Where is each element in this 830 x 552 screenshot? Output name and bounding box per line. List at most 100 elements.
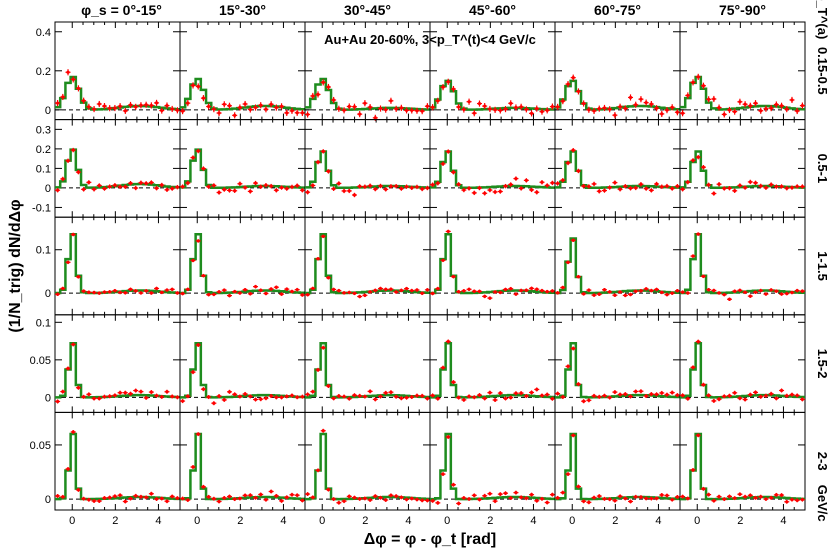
point-marker bbox=[681, 111, 685, 115]
data-point bbox=[60, 286, 66, 291]
point-marker bbox=[259, 288, 263, 292]
data-point bbox=[268, 287, 274, 291]
data-point bbox=[445, 435, 451, 439]
point-marker bbox=[384, 391, 388, 395]
data-point bbox=[737, 98, 743, 105]
point-marker bbox=[347, 494, 351, 499]
point-marker bbox=[175, 291, 179, 295]
point-marker bbox=[264, 107, 268, 111]
data-point bbox=[128, 391, 134, 396]
data-point bbox=[378, 495, 384, 500]
data-point bbox=[91, 396, 97, 401]
data-point bbox=[133, 493, 139, 498]
point-marker bbox=[165, 288, 169, 292]
data-point bbox=[669, 186, 675, 191]
point-marker bbox=[779, 493, 784, 497]
data-point bbox=[617, 187, 623, 192]
data-point bbox=[430, 498, 436, 503]
point-marker bbox=[368, 290, 372, 294]
point-marker bbox=[623, 392, 627, 396]
point-marker bbox=[274, 395, 278, 399]
point-marker bbox=[160, 395, 164, 399]
point-marker bbox=[404, 497, 409, 502]
point-marker bbox=[608, 395, 612, 400]
point-marker bbox=[707, 393, 711, 397]
point-marker bbox=[556, 392, 560, 396]
y-tick-label: 0.4 bbox=[36, 27, 51, 39]
point-marker bbox=[686, 291, 690, 295]
point-marker bbox=[524, 178, 528, 182]
data-point bbox=[456, 501, 462, 506]
data-point bbox=[601, 104, 607, 112]
data-point bbox=[81, 289, 87, 293]
point-marker bbox=[446, 435, 450, 439]
data-point bbox=[154, 286, 160, 291]
data-point bbox=[466, 497, 472, 501]
y-axis-title: (1/N_trig) dN/dΔφ bbox=[7, 199, 24, 332]
data-point bbox=[497, 492, 503, 497]
point-marker bbox=[722, 112, 726, 117]
data-point bbox=[164, 187, 170, 192]
x-tick-label: 2 bbox=[362, 515, 368, 527]
point-marker bbox=[644, 287, 648, 291]
point-marker bbox=[378, 496, 383, 500]
point-marker bbox=[759, 184, 763, 188]
data-point bbox=[721, 111, 727, 118]
data-point bbox=[695, 433, 701, 438]
data-point bbox=[409, 288, 415, 293]
point-marker bbox=[118, 290, 122, 295]
point-marker bbox=[488, 188, 492, 192]
data-point bbox=[534, 387, 540, 392]
data-point bbox=[101, 186, 107, 191]
point-marker bbox=[420, 109, 424, 113]
data-point bbox=[315, 367, 321, 372]
point-marker bbox=[727, 297, 732, 301]
data-point bbox=[664, 107, 670, 114]
point-marker bbox=[529, 188, 534, 192]
data-point bbox=[346, 396, 352, 401]
point-marker bbox=[76, 386, 81, 390]
data-point bbox=[544, 500, 550, 505]
data-point bbox=[445, 78, 451, 85]
data-point bbox=[456, 395, 462, 400]
data-point bbox=[232, 188, 238, 193]
data-point bbox=[211, 496, 217, 501]
data-point bbox=[393, 494, 399, 499]
data-point bbox=[549, 103, 555, 110]
data-point bbox=[237, 394, 243, 399]
point-marker bbox=[779, 388, 784, 393]
point-marker bbox=[181, 185, 185, 189]
point-marker bbox=[321, 346, 325, 350]
data-point bbox=[435, 500, 441, 505]
data-point bbox=[122, 107, 128, 114]
data-point bbox=[654, 181, 660, 187]
point-marker bbox=[618, 105, 622, 109]
point-marker bbox=[529, 111, 534, 115]
panel-frame bbox=[679, 21, 806, 121]
point-marker bbox=[691, 365, 695, 369]
point-marker bbox=[92, 499, 96, 503]
data-point bbox=[482, 493, 488, 498]
panel-r1-c1 bbox=[179, 119, 306, 218]
data-point bbox=[372, 288, 378, 293]
panel-r0-c5 bbox=[679, 21, 806, 121]
data-point bbox=[476, 393, 482, 398]
data-point bbox=[378, 394, 384, 399]
point-marker bbox=[123, 391, 127, 395]
data-point bbox=[669, 390, 675, 395]
point-marker bbox=[128, 392, 133, 396]
point-marker bbox=[654, 106, 659, 110]
point-marker bbox=[191, 465, 195, 469]
data-point bbox=[70, 429, 76, 434]
data-point bbox=[680, 290, 686, 294]
panel-grid bbox=[54, 21, 806, 511]
point-marker bbox=[102, 104, 107, 108]
data-point bbox=[456, 289, 462, 294]
column-title-3: 45°-60° bbox=[469, 2, 516, 18]
point-marker bbox=[170, 287, 174, 291]
data-point bbox=[466, 394, 472, 399]
data-point bbox=[549, 180, 555, 186]
model-histogram bbox=[305, 432, 430, 501]
data-point bbox=[65, 69, 71, 76]
point-marker bbox=[389, 493, 393, 497]
